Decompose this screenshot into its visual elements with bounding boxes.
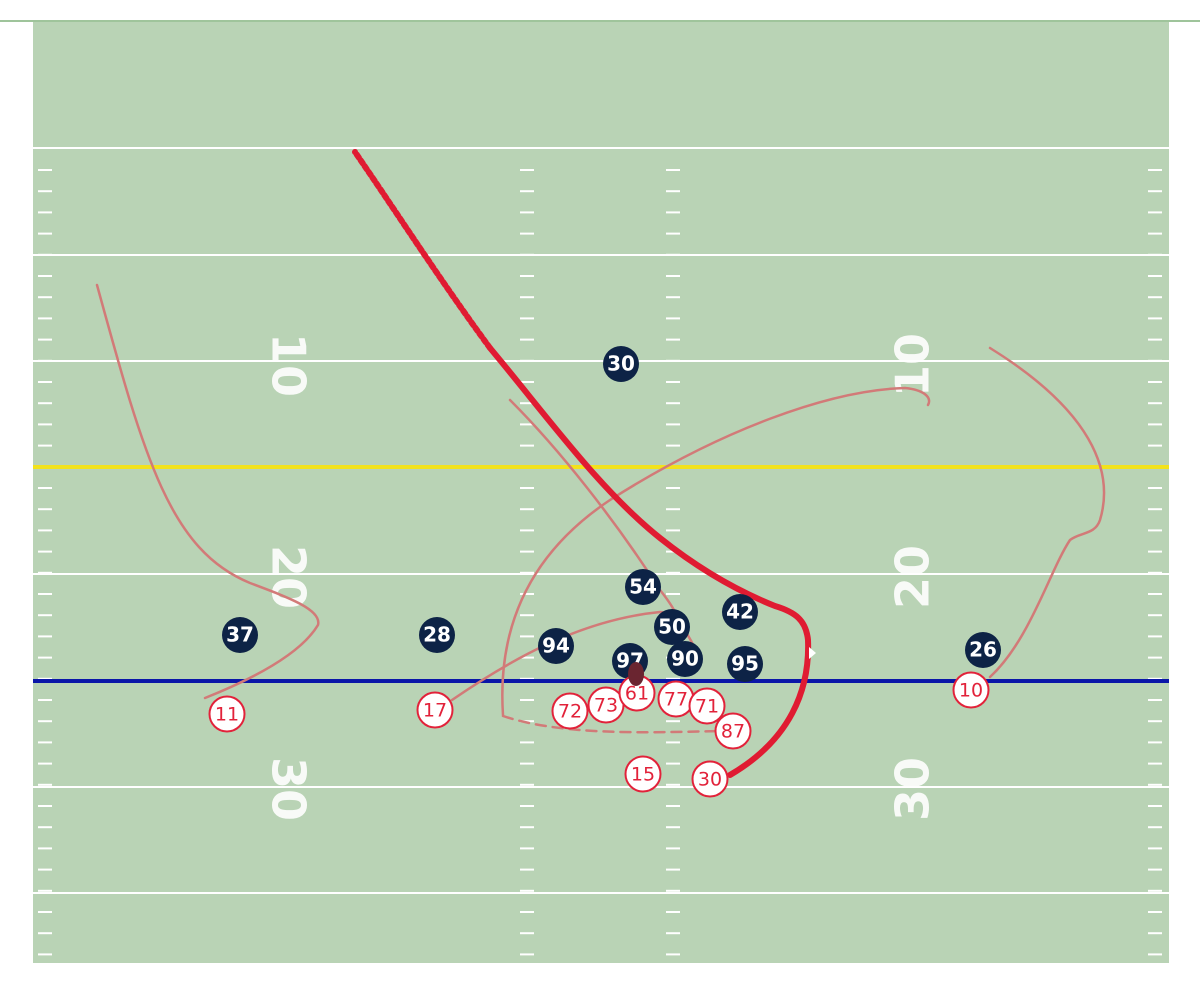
player-number: 15 — [631, 764, 655, 786]
player-number: 77 — [664, 689, 688, 711]
defense-player-30: 30 — [603, 346, 639, 382]
player-marker — [727, 646, 763, 682]
player-number: 30 — [698, 769, 722, 791]
offense-player-72: 72 — [551, 692, 589, 730]
offense-player-77: 77 — [657, 680, 695, 718]
offense-player-87: 87 — [714, 712, 752, 750]
route-87-dashed — [501, 714, 720, 734]
player-marker — [603, 346, 639, 382]
player-marker — [208, 695, 246, 733]
field-surface — [33, 22, 1169, 963]
ball-carrier-path-solid — [487, 345, 812, 778]
player-number: 61 — [625, 683, 649, 705]
defense-player-54: 54 — [625, 569, 661, 605]
route-15 — [501, 386, 931, 717]
player-number: 54 — [629, 575, 657, 599]
player-marker — [222, 617, 258, 653]
route-30-left — [508, 398, 677, 614]
player-number: 73 — [594, 695, 618, 717]
hash-marks — [38, 169, 1162, 956]
defense-player-95: 95 — [727, 646, 763, 682]
yard-number-left-10: 10 — [262, 333, 316, 397]
ball-carrier-path — [352, 149, 816, 778]
offense-player-30: 30 — [691, 760, 729, 798]
player-number: 10 — [959, 680, 983, 702]
player-marker — [625, 569, 661, 605]
player-number: 26 — [969, 638, 997, 662]
player-number: 17 — [423, 700, 447, 722]
offense-player-17: 17 — [416, 691, 454, 729]
player-marker — [714, 712, 752, 750]
offense-player-15: 15 — [624, 755, 662, 793]
player-marker — [419, 617, 455, 653]
player-number: 30 — [607, 352, 635, 376]
player-number: 11 — [215, 704, 239, 726]
direction-arrow-icon — [809, 647, 816, 659]
route-11 — [95, 283, 320, 700]
defense-player-42: 42 — [722, 594, 758, 630]
player-marker — [667, 641, 703, 677]
ball-carrier-path-dotted — [352, 149, 493, 351]
offense-player-10: 10 — [952, 671, 990, 709]
offense-player-73: 73 — [587, 686, 625, 724]
player-number: 42 — [726, 600, 754, 624]
yard-numbers: 10 20 30 10 20 30 — [262, 333, 940, 821]
player-marker — [688, 687, 726, 725]
player-number: 90 — [671, 647, 699, 671]
football-icon — [628, 662, 644, 686]
routes — [95, 283, 1106, 734]
offense-player-71: 71 — [688, 687, 726, 725]
route-10 — [988, 346, 1106, 679]
player-number: 87 — [721, 721, 745, 743]
player-number: 37 — [226, 623, 254, 647]
player-marker — [691, 760, 729, 798]
player-marker — [965, 632, 1001, 668]
player-marker — [538, 628, 574, 664]
player-marker — [654, 609, 690, 645]
player-number: 95 — [731, 652, 759, 676]
defense-player-28: 28 — [419, 617, 455, 653]
player-marker — [551, 692, 589, 730]
player-marker — [722, 594, 758, 630]
player-number: 72 — [558, 701, 582, 723]
defense-player-90: 90 — [667, 641, 703, 677]
player-number: 28 — [423, 623, 451, 647]
player-marker — [624, 755, 662, 793]
defense-player-94: 94 — [538, 628, 574, 664]
defense-player-50: 50 — [654, 609, 690, 645]
player-number: 94 — [542, 634, 570, 658]
player-marker — [952, 671, 990, 709]
defense-player-26: 26 — [965, 632, 1001, 668]
yard-lines — [33, 147, 1169, 894]
yard-number-left-30: 30 — [262, 757, 316, 821]
yard-number-right-10: 10 — [886, 333, 940, 397]
yard-number-right-30: 30 — [886, 757, 940, 821]
player-number: 50 — [658, 615, 686, 639]
player-marker — [416, 691, 454, 729]
defense-player-37: 37 — [222, 617, 258, 653]
offense-player-11: 11 — [208, 695, 246, 733]
player-number: 71 — [695, 696, 719, 718]
yard-number-right-20: 20 — [886, 545, 940, 609]
